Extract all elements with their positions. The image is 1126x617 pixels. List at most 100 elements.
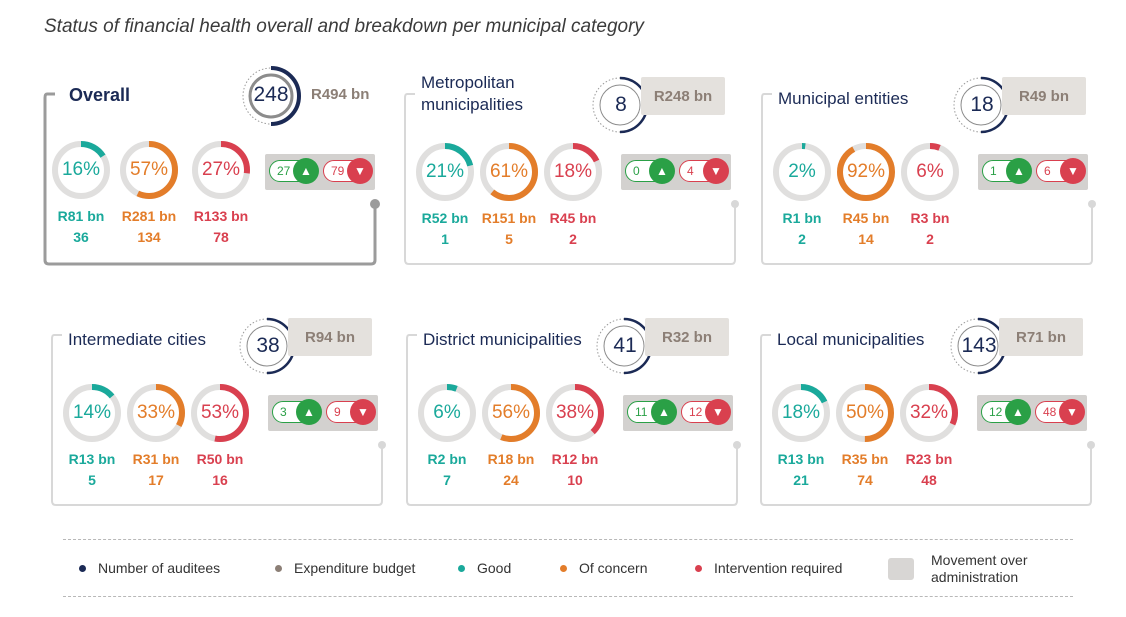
arrow-up-icon: ▲ [296, 399, 322, 425]
stat-good: R52 bn 1 [405, 208, 485, 250]
legend-dot-icon [695, 564, 702, 572]
expenditure-budget: R494 bn [311, 86, 370, 103]
count-ring-arc [270, 66, 301, 126]
panel-outline-dot [378, 441, 386, 449]
legend-label: Movement over administration [931, 552, 1028, 585]
stat-budget: R52 bn [421, 210, 469, 226]
donut-percent: 2% [788, 161, 816, 182]
stat-concern: R18 bn 24 [471, 449, 551, 491]
stat-count: 7 [443, 472, 451, 488]
stat-budget: R45 bn [549, 210, 597, 226]
donut-ring-intervention [192, 141, 250, 199]
donut-arc [773, 143, 831, 201]
donut-percent: 32% [909, 402, 949, 423]
stat-budget: R35 bn [841, 451, 889, 467]
donut-arc [546, 384, 604, 442]
arrow-up-icon: ▲ [1005, 399, 1031, 425]
donut-good: 18% [771, 383, 831, 443]
stat-good: R81 bn 36 [41, 206, 121, 248]
panel-outline-path [760, 334, 1092, 506]
donut-arc [901, 143, 959, 201]
arrow-down-icon: ▼ [347, 158, 373, 184]
stat-intervention: R45 bn 2 [533, 208, 613, 250]
stat-good: R2 bn 7 [407, 449, 487, 491]
donut-percent: 16% [61, 159, 101, 180]
movement-improved: 27 ▲ [269, 158, 319, 184]
movement-regressed: 6 ▼ [1036, 158, 1086, 184]
donut-concern: 61% [479, 142, 539, 202]
regressed-count: 9 [334, 405, 341, 419]
stat-concern: R281 bn 134 [109, 206, 189, 248]
improved-count: 12 [989, 405, 1003, 419]
auditee-count: 8 [615, 93, 627, 116]
panel-outline-dot [731, 200, 739, 208]
stat-budget: R3 bn [910, 210, 950, 226]
legend: Number of auditees Expenditure budget Go… [63, 539, 1073, 597]
stat-count: 17 [148, 472, 164, 488]
category-panel: Municipal entities 18 R49 bn 2% R1 bn 2 92% R45… [760, 62, 1096, 267]
stat-count: 24 [503, 472, 519, 488]
donut-ring-intervention [544, 143, 602, 201]
expenditure-budget: R248 bn [641, 77, 725, 115]
improved-count: 3 [280, 405, 287, 419]
arrow-down-icon: ▼ [350, 399, 376, 425]
donut-intervention: 6% [900, 142, 960, 202]
stat-intervention: R3 bn 2 [890, 208, 970, 250]
donut-arc [418, 384, 476, 442]
improved-count: 27 [277, 164, 291, 178]
stat-budget: R281 bn [121, 208, 177, 224]
improved-count: 11 [635, 405, 648, 419]
panel-outline [51, 334, 386, 506]
regressed-count: 12 [689, 405, 703, 419]
movement-regressed: 48 ▼ [1035, 399, 1085, 425]
legend-item-intervention: Intervention required [695, 560, 842, 576]
stat-count: 5 [505, 231, 513, 247]
legend-swatch-icon [888, 558, 914, 580]
stat-budget: R81 bn [57, 208, 105, 224]
chart-title: Status of financial health overall and b… [44, 16, 644, 37]
donut-arc [120, 141, 178, 199]
donut-ring-good [772, 384, 830, 442]
donut-ring-intervention [901, 143, 959, 201]
legend-item-concern: Of concern [560, 560, 647, 576]
donut-concern: 33% [126, 383, 186, 443]
movement-improved: 11 ▲ [627, 399, 677, 425]
stat-count: 21 [793, 472, 809, 488]
movement-box: 0 ▲ 4 ▼ [621, 154, 731, 190]
panel-outline-path [51, 334, 383, 506]
donut-intervention: 32% [899, 383, 959, 443]
donut-intervention: 38% [545, 383, 605, 443]
category-name: Intermediate cities [68, 329, 210, 351]
donut-arc [482, 384, 540, 442]
stat-concern: R31 bn 17 [116, 449, 196, 491]
regressed-count: 79 [331, 164, 345, 178]
auditee-count-ring [242, 66, 301, 126]
donut-good: 2% [772, 142, 832, 202]
count-ring-inner [957, 325, 999, 367]
donut-ring-concern [482, 384, 540, 442]
movement-box: 11 ▲ 12 ▼ [623, 395, 733, 431]
arrow-up-icon: ▲ [651, 399, 677, 425]
auditee-count: 41 [613, 334, 637, 357]
donut-good: 21% [415, 142, 475, 202]
category-name: Overall [69, 85, 131, 105]
legend-item-budget: Expenditure budget [275, 560, 415, 576]
category-name: District municipalities [423, 329, 586, 351]
panel-outline-dot [1088, 200, 1096, 208]
panel-outline-path [404, 93, 736, 265]
stat-count: 16 [212, 472, 228, 488]
donut-ring-concern [837, 143, 895, 201]
stat-count: 74 [857, 472, 873, 488]
category-panel: District municipalities 41 R32 bn 6% R2 bn 7 5… [405, 303, 741, 508]
donut-good: 14% [62, 383, 122, 443]
panel-outline-path [43, 92, 377, 266]
donut-ring-concern [127, 384, 185, 442]
stat-concern: R151 bn 5 [469, 208, 549, 250]
stat-budget: R50 bn [196, 451, 244, 467]
donut-percent: 33% [136, 402, 176, 423]
category-name: Local municipalities [777, 329, 929, 351]
stat-budget: R12 bn [551, 451, 599, 467]
stat-count: 2 [926, 231, 934, 247]
donut-arc [544, 143, 602, 201]
donut-percent: 57% [129, 159, 169, 180]
